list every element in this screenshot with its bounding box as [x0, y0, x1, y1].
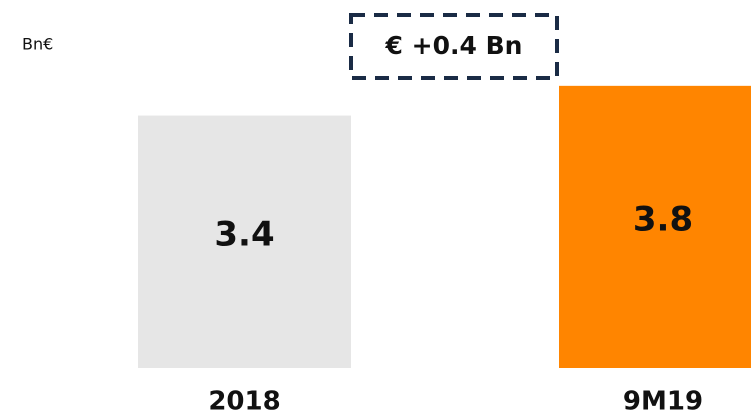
value-label: 3.4 — [214, 214, 274, 254]
value-label: 3.8 — [633, 199, 693, 239]
x-tick-label: 9M19 — [623, 387, 703, 416]
annotation: € +0.4 Bn — [385, 31, 523, 60]
bar — [138, 115, 351, 368]
x-tick-label: 2018 — [208, 387, 280, 416]
unit-label: Bn€ — [22, 35, 53, 54]
annotation-box — [349, 13, 559, 80]
bar — [559, 85, 751, 368]
